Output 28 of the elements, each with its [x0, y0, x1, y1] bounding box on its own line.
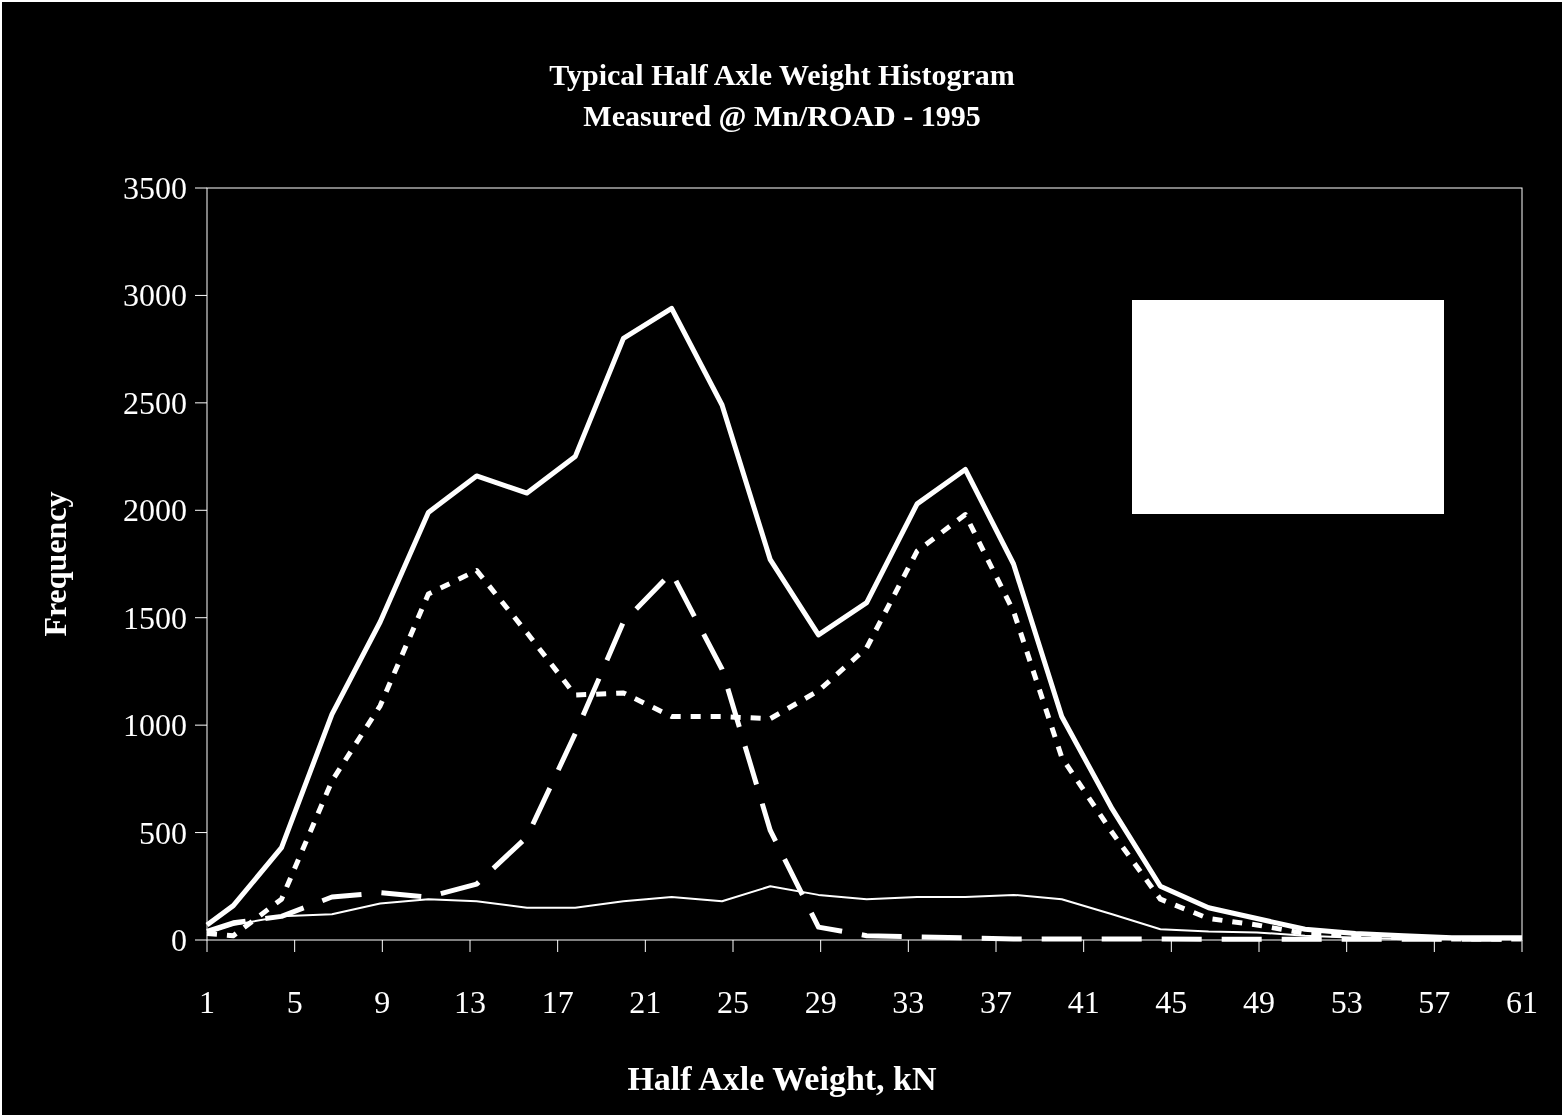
y-axis-title: Frequency [37, 491, 73, 637]
x-tick-label: 1 [199, 984, 215, 1020]
x-tick-label: 37 [980, 984, 1012, 1020]
y-tick-label: 3500 [123, 170, 187, 206]
y-tick-label: 0 [171, 922, 187, 958]
x-tick-label: 17 [541, 984, 574, 1020]
x-tick-label: 45 [1155, 984, 1188, 1020]
x-tick-label: 49 [1243, 984, 1275, 1020]
x-tick-label: 29 [804, 984, 837, 1020]
x-tick-label: 57 [1418, 984, 1451, 1020]
x-tick-label: 61 [1506, 984, 1538, 1020]
y-tick-label: 2000 [123, 492, 187, 529]
x-tick-label: 41 [1067, 984, 1100, 1020]
chart-subtitle: Measured @ Mn/ROAD - 1995 [583, 99, 981, 132]
x-tick-label: 21 [629, 984, 662, 1020]
x-tick-label: 5 [286, 984, 303, 1020]
x-axis-title: Half Axle Weight, kN [627, 1060, 938, 1097]
x-tick-label: 9 [374, 984, 391, 1020]
y-tick-label: 1500 [123, 599, 187, 636]
y-tick-label: 2500 [123, 384, 187, 421]
x-tick-label: 33 [892, 984, 925, 1020]
y-tick-label: 1000 [123, 707, 187, 744]
chart-title: Typical Half Axle Weight Histogram [549, 58, 1015, 91]
x-tick-label: 13 [454, 984, 486, 1020]
x-tick-label: 25 [717, 984, 749, 1020]
y-tick-label: 3000 [123, 277, 187, 314]
y-tick-label: 500 [139, 814, 187, 851]
x-tick-label: 53 [1330, 984, 1363, 1020]
